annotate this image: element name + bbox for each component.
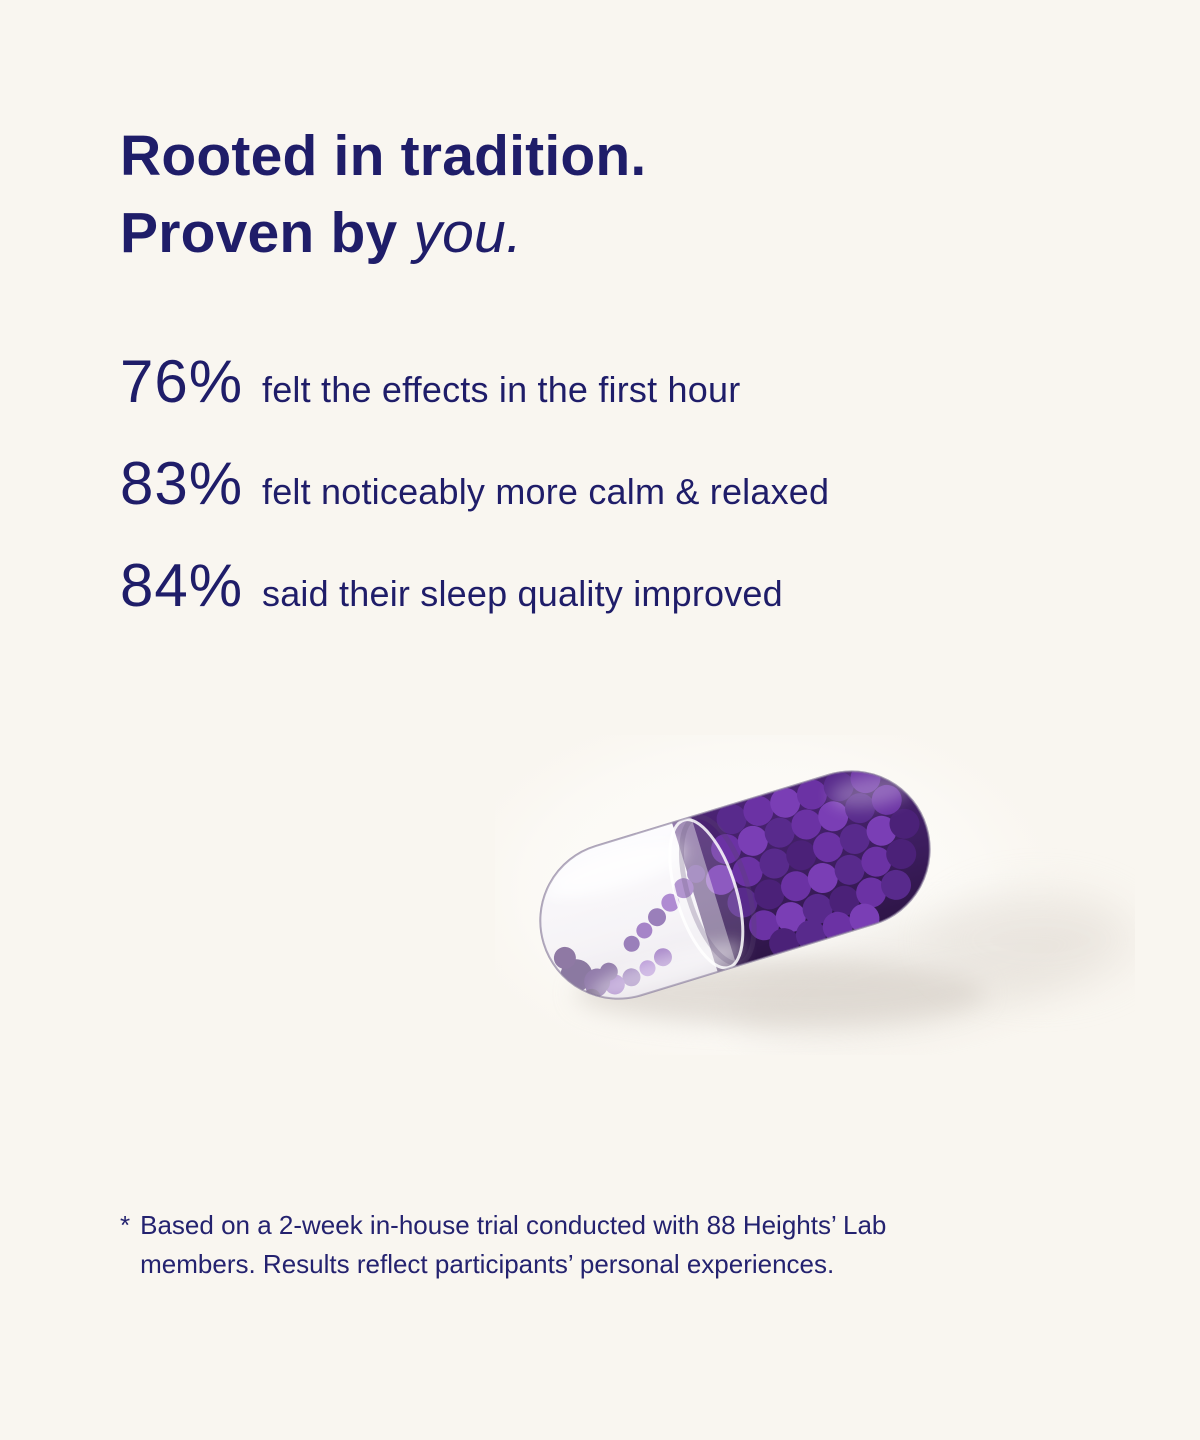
footnote-asterisk: * [120, 1210, 131, 1240]
headline-line1: Rooted in tradition. [120, 124, 647, 188]
capsule-body [520, 751, 950, 1019]
stats-list: 76% felt the effects in the first hour 8… [120, 352, 829, 658]
stat-row-sleep-quality: 84% said their sleep quality improved [120, 556, 829, 616]
stat-row-first-hour: 76% felt the effects in the first hour [120, 352, 829, 412]
stat-row-calm-relaxed: 83% felt noticeably more calm & relaxed [120, 454, 829, 514]
headline: Rooted in tradition. Proven by you. [120, 118, 646, 272]
capsule-photo [495, 735, 1135, 1055]
stat-value: 76% [120, 348, 244, 415]
stat-label: felt noticeably more calm & relaxed [262, 471, 830, 512]
stat-label: said their sleep quality improved [262, 573, 783, 614]
headline-line2-prefix: Proven by [120, 201, 414, 265]
capsule-illustration [495, 735, 1135, 1055]
headline-line2-emphasis: you. [413, 201, 522, 265]
bead-cluster-right [705, 763, 920, 959]
stat-value: 84% [120, 552, 244, 619]
stat-label: felt the effects in the first hour [262, 369, 741, 410]
stat-value: 83% [120, 450, 244, 517]
footnote: * Based on a 2-week in-house trial condu… [120, 1206, 886, 1284]
footnote-text: Based on a 2-week in-house trial conduct… [140, 1210, 887, 1279]
